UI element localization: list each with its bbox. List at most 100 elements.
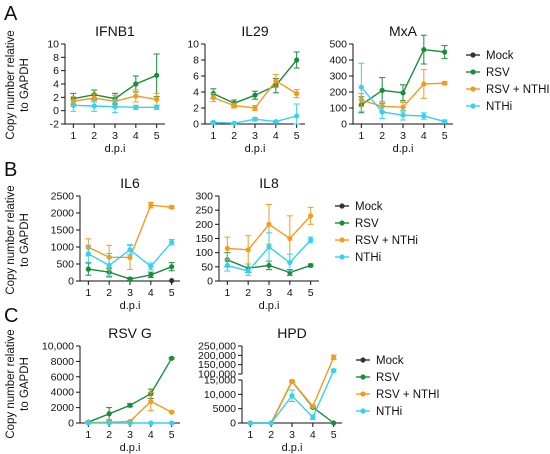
y-tick-label: 6 [53,65,59,77]
series-rsv [85,355,175,425]
x-tick-label: 4 [148,429,154,441]
data-point [148,420,154,426]
data-point [148,398,154,405]
data-point [331,420,337,426]
data-point [287,235,293,242]
data-point [421,113,427,119]
legend-label: NTHi [355,252,381,264]
legend-label: RSV + NTHI [376,389,440,401]
legend-row-c: Mock RSV RSV + NTHI NTHi [356,355,440,418]
x-tick-label: 5 [294,130,300,142]
data-point [106,262,112,268]
x-tick-label: 2 [268,429,274,441]
data-point [310,403,316,409]
y-tick-label: 400 [329,55,347,67]
y-tick-label: 100 [195,247,213,259]
data-point [331,354,337,360]
legend-item: NTHi [335,252,381,264]
data-point [70,102,76,108]
y-tick-label: 2500 [51,191,75,203]
x-tick-label: 5 [169,429,175,441]
x-tick-label: 1 [358,130,364,142]
legend-item: Mock [335,201,383,213]
data-point [379,87,385,93]
y-tick-label: 0 [68,418,74,430]
data-point [231,120,237,126]
data-point [127,276,133,282]
data-point [294,57,300,63]
series-line [88,357,173,423]
data-point [231,103,237,109]
chart-mxa: MxA 0 100 200 300 400 500 1 2 3 4 5 d.p.i [329,23,453,155]
x-tick-label: 3 [289,429,295,441]
data-point [169,204,175,210]
data-point [400,104,406,110]
row-c-ylabel-line2: to GAPDH [19,357,31,411]
x-tick-label: 4 [287,287,293,299]
data-point [379,109,385,115]
data-point [252,105,258,111]
data-point [308,237,314,243]
data-point [127,247,133,253]
y-tick-label: 6000 [51,371,75,383]
data-point [358,84,364,90]
data-point [106,411,112,417]
data-point [421,47,427,53]
panel-letter-b: B [4,159,17,181]
data-point [308,213,314,219]
data-point [308,262,314,269]
data-point [266,221,272,227]
y-tick-label: 200 [329,87,347,99]
y-tick-label: 250,000 [198,341,236,353]
x-axis-label-mxa: d.p.i [393,143,414,155]
y-tick-label: 4 [53,79,59,91]
data-point [266,262,272,269]
legend-item: RSV + NTHi [335,235,418,247]
legend-swatch-dot [470,103,476,109]
x-tick-label: 5 [442,130,448,142]
panel-letter-c: C [4,305,18,327]
data-point [154,104,160,110]
y-tick-label: 0 [207,276,213,288]
chart-rsvg: RSV G 0 2000 4000 6000 8000 10,000 1 2 3 4 5 d.p.i [42,325,180,454]
series-rsv [358,34,448,114]
row-b-ylabel: Copy number relative to GAPDH [5,185,31,294]
data-point [154,72,160,78]
y-tick-label: 10,000 [204,389,236,401]
x-tick-label: 5 [308,287,314,299]
x-tick-label: 1 [85,287,91,299]
x-tick-label: 1 [70,130,76,142]
chart-title-mxa: MxA [389,23,418,39]
x-tick-label: 5 [331,429,337,441]
data-point [210,95,216,101]
data-point [127,420,133,426]
legend-item: RSV [356,372,400,384]
y-tick-label: 500 [329,39,347,51]
legend-swatch-dot [339,237,345,243]
legend-swatch-dot [339,220,345,226]
y-tick-label: 0 [230,418,236,430]
data-point [245,247,251,253]
data-point [247,420,253,426]
x-tick-label: 3 [127,287,133,299]
legend-swatch-dot [470,86,476,92]
x-tick-label: 2 [91,130,97,142]
y-tick-label: 10,000 [42,341,74,353]
x-tick-label: 1 [85,429,91,441]
legend-item: NTHi [356,406,402,418]
series-rsv-nthi [210,73,300,111]
data-point [169,239,175,245]
data-point [266,244,272,250]
chart-title-il8: IL8 [259,175,279,191]
x-axis-label-il29: d.p.i [245,143,266,155]
data-point [148,263,154,269]
y-tick-label: 2000 [51,208,75,220]
data-point [106,420,112,426]
data-point [169,264,175,270]
legend-label: Mock [486,50,514,62]
data-point [421,81,427,87]
legend-swatch-dot [360,374,366,380]
data-point [133,93,139,99]
